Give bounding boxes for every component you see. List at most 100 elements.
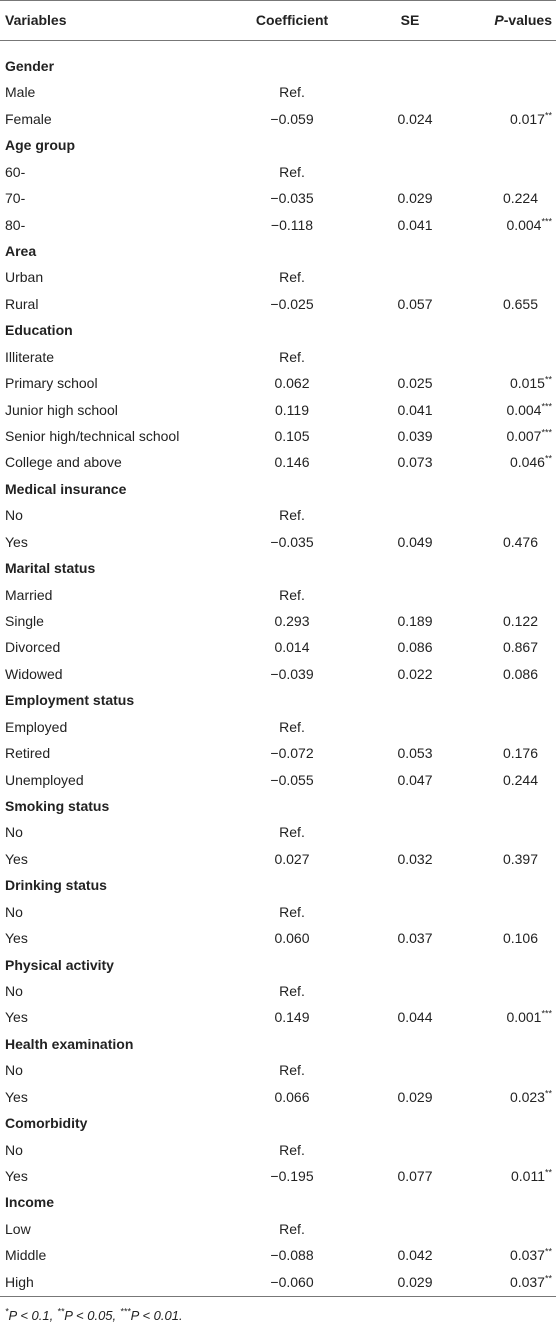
- p-value: 0.015**: [510, 374, 552, 392]
- standard-error: 0.039: [397, 428, 433, 445]
- coefficient: Ref.: [279, 269, 305, 286]
- sup: **: [545, 454, 552, 464]
- standard-error: 0.029: [397, 1273, 433, 1290]
- significance: ***: [541, 215, 552, 226]
- p-number: 0.397: [502, 850, 538, 867]
- coefficient: Ref.: [279, 1141, 305, 1158]
- row-label: Yes: [5, 930, 28, 947]
- p-value: 0.122: [503, 612, 538, 630]
- standard-error: 0.053: [397, 745, 433, 762]
- significance: **: [544, 1167, 552, 1178]
- significance: ***: [541, 427, 552, 438]
- p-value: 0.037**: [510, 1273, 552, 1291]
- significance: **: [544, 1273, 552, 1284]
- sup: ***: [541, 216, 552, 226]
- group-label: Gender: [5, 58, 55, 74]
- group-label: Employment status: [5, 692, 135, 709]
- significance: **: [544, 453, 552, 464]
- group-label: Marital status: [5, 560, 96, 577]
- coefficient: 0.014: [274, 639, 310, 656]
- significance: **: [544, 374, 552, 385]
- coefficient: 0.066: [274, 1088, 310, 1105]
- standard-error: 0.024: [397, 110, 433, 127]
- group-label: Area: [5, 243, 37, 259]
- coefficient: 0.027: [274, 850, 310, 867]
- row-label: Primary school: [5, 375, 98, 392]
- p-value: 0.244: [503, 771, 538, 789]
- standard-error: 0.086: [397, 639, 433, 656]
- coefficient: Ref.: [279, 163, 305, 180]
- p-number: 0.011: [510, 1168, 545, 1185]
- row-label: Rural: [5, 295, 39, 312]
- sup: ***: [120, 1307, 131, 1317]
- row-label: No: [5, 903, 23, 920]
- row-label: Yes: [5, 1168, 28, 1185]
- p-value: 0.017**: [510, 110, 552, 128]
- p-number: 0.004: [506, 216, 542, 233]
- header-cell: P-values: [494, 11, 552, 29]
- row-label: Low: [5, 1220, 31, 1237]
- footnote-mark: ***: [120, 1306, 131, 1317]
- coefficient: Ref.: [279, 348, 305, 365]
- p-number: 0.476: [502, 533, 538, 550]
- sup: **: [545, 1088, 552, 1098]
- sup: **: [57, 1307, 64, 1317]
- row-label: 70-: [5, 190, 26, 207]
- row-label: Middle: [5, 1247, 47, 1264]
- coefficient: −0.195: [270, 1168, 314, 1185]
- coefficient: 0.062: [274, 375, 310, 392]
- standard-error: 0.041: [397, 216, 433, 233]
- coefficient: −0.025: [270, 295, 314, 312]
- sup: **: [545, 1167, 552, 1177]
- coefficient: 0.060: [274, 930, 310, 947]
- sup: **: [545, 1247, 552, 1257]
- row-label: 60-: [5, 163, 26, 180]
- coefficient: Ref.: [279, 824, 305, 841]
- standard-error: 0.047: [397, 771, 433, 788]
- coefficient: −0.055: [270, 771, 314, 788]
- standard-error: 0.049: [397, 533, 433, 550]
- p-number: 0.086: [502, 665, 538, 682]
- p-number: 0.017: [509, 110, 545, 127]
- group-label: Income: [5, 1194, 55, 1211]
- group-label: Health examination: [5, 1035, 134, 1052]
- p-number: 0.046: [509, 454, 545, 471]
- footnote-mark: **: [57, 1306, 65, 1317]
- p-value: 0.004***: [506, 216, 552, 234]
- standard-error: 0.044: [397, 1009, 433, 1026]
- row-label: College and above: [5, 454, 122, 471]
- footnote: *P < 0.1, **P < 0.05, ***P < 0.01.: [5, 1307, 183, 1325]
- sup: ***: [541, 1009, 552, 1019]
- coefficient: Ref.: [279, 586, 305, 603]
- sup: **: [545, 110, 552, 120]
- row-label: Male: [5, 84, 36, 101]
- group-label: Age group: [5, 137, 75, 154]
- coefficient: 0.146: [274, 454, 310, 471]
- p-number: 0.224: [502, 190, 538, 207]
- p-value: 0.001***: [506, 1008, 552, 1026]
- standard-error: 0.077: [397, 1168, 433, 1185]
- p-value: 0.176: [503, 744, 538, 762]
- footnote-text: P < 0.01.: [130, 1308, 183, 1323]
- coefficient: −0.039: [270, 665, 314, 682]
- group-label: Drinking status: [5, 877, 107, 894]
- coefficient: Ref.: [279, 718, 305, 735]
- significance: ***: [541, 1008, 552, 1019]
- p-value: 0.397: [503, 850, 538, 868]
- coefficient: 0.105: [274, 428, 310, 445]
- sup: **: [545, 375, 552, 385]
- group-label: Comorbidity: [5, 1115, 88, 1132]
- group-label: Medical insurance: [5, 480, 127, 497]
- row-label: Urban: [5, 269, 44, 286]
- p-number: 0.001: [506, 1009, 542, 1026]
- standard-error: 0.041: [397, 401, 433, 418]
- row-label: No: [5, 983, 23, 1000]
- standard-error: 0.032: [397, 850, 433, 867]
- p-value: 0.007***: [506, 427, 552, 445]
- p-number: 0.122: [502, 613, 538, 630]
- group-label: Education: [5, 322, 73, 339]
- coefficient: Ref.: [279, 84, 305, 101]
- p-value: 0.004***: [506, 401, 552, 419]
- header-cell: Variables: [5, 12, 67, 28]
- coefficient: Ref.: [279, 1220, 305, 1237]
